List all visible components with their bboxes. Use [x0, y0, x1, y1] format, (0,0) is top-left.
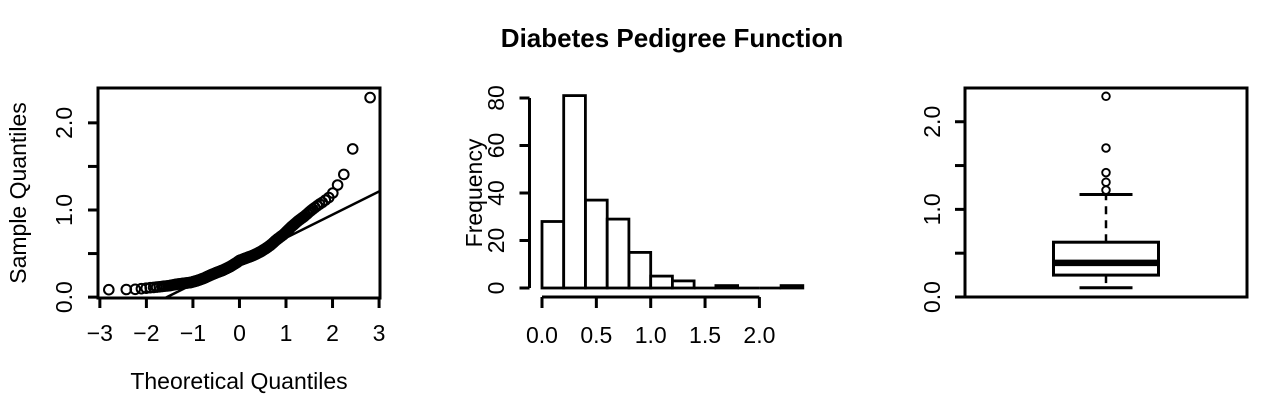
y-axis-tick-label: 1.0: [919, 193, 945, 225]
histogram-bars: [540, 94, 805, 290]
iqr-box: [1052, 240, 1160, 277]
qq-x-axis: −3 −2 −1 0 1 2 3: [87, 298, 386, 346]
x-axis-tick-label: −2: [133, 320, 159, 346]
y-axis-tick-label: 2.0: [919, 106, 945, 138]
y-axis-tick-label: 80: [483, 85, 509, 111]
outlier-point: [1101, 177, 1111, 187]
x-axis-tick-label: 2: [326, 320, 339, 346]
histogram-bar: [562, 94, 587, 290]
x-axis-tick-label: 0: [233, 320, 246, 346]
y-axis-title: Sample Quantiles: [5, 102, 31, 284]
y-axis-tick-label: 0.0: [51, 281, 77, 313]
y-axis-tick-label: 40: [483, 180, 509, 206]
figure-title: Diabetes Pedigree Function: [500, 23, 844, 53]
qq-plot: −3 −2 −1 0 1 2 3 0.0 1.0 2.0 Theoretical Quantiles…: [5, 86, 386, 394]
histogram: 0 20 40 60 80 0.0 0.5 1.0 1.5 2.0 Frequency: [461, 85, 805, 348]
x-axis-tick-label: −1: [180, 320, 206, 346]
x-axis-tick-label: 1.5: [689, 322, 721, 348]
histogram-bar: [627, 250, 653, 290]
box-y-axis: 0.0 1.0 2.0: [919, 106, 965, 313]
qq-point: [129, 283, 141, 296]
y-axis-tick-label: 0: [483, 282, 509, 295]
hist-y-axis: 0 20 40 60 80: [483, 85, 531, 295]
qq-point: [103, 283, 115, 296]
qq-point: [331, 179, 344, 191]
histogram-bar: [584, 198, 609, 290]
y-axis-title: Frequency: [461, 138, 487, 247]
x-axis-tick-label: 1: [280, 320, 293, 346]
outlier-point: [1101, 167, 1111, 178]
x-axis-tick-label: 3: [373, 320, 386, 346]
outlier-point: [1101, 91, 1111, 102]
y-axis-tick-label: 1.0: [51, 194, 77, 226]
y-axis-tick-label: 20: [483, 228, 509, 254]
histogram-bar: [540, 220, 566, 290]
qq-point: [346, 143, 359, 155]
box-plot: 0.0 1.0 2.0: [919, 86, 1249, 313]
qq-point: [364, 91, 376, 104]
histogram-bar: [779, 284, 805, 290]
qq-points: [103, 91, 376, 296]
qq-point: [338, 168, 350, 181]
hist-x-axis: 0.0 0.5 1.0 1.5 2.0: [526, 295, 775, 348]
box-outliers: [1101, 91, 1111, 195]
x-axis-tick-label: 1.0: [635, 322, 667, 348]
x-axis-tick-label: 0.0: [526, 322, 558, 348]
histogram-bar: [605, 217, 631, 290]
histogram-bar: [671, 279, 696, 290]
box-plot-box: [963, 86, 1249, 299]
x-axis-tick-label: 2.0: [743, 322, 775, 348]
y-axis-tick-label: 0.0: [919, 281, 945, 313]
histogram-bar: [649, 274, 674, 290]
x-axis-tick-label: 0.5: [580, 322, 612, 348]
y-axis-tick-label: 60: [483, 133, 509, 159]
x-axis-tick-label: −3: [87, 320, 113, 346]
qq-y-axis: 0.0 1.0 2.0: [51, 107, 98, 313]
histogram-bar: [714, 284, 740, 290]
outlier-point: [1101, 185, 1111, 195]
x-axis-title: Theoretical Quantiles: [130, 368, 347, 394]
qq-reference-line: [164, 189, 381, 300]
outlier-point: [1101, 143, 1111, 153]
y-axis-tick-label: 2.0: [51, 107, 77, 139]
